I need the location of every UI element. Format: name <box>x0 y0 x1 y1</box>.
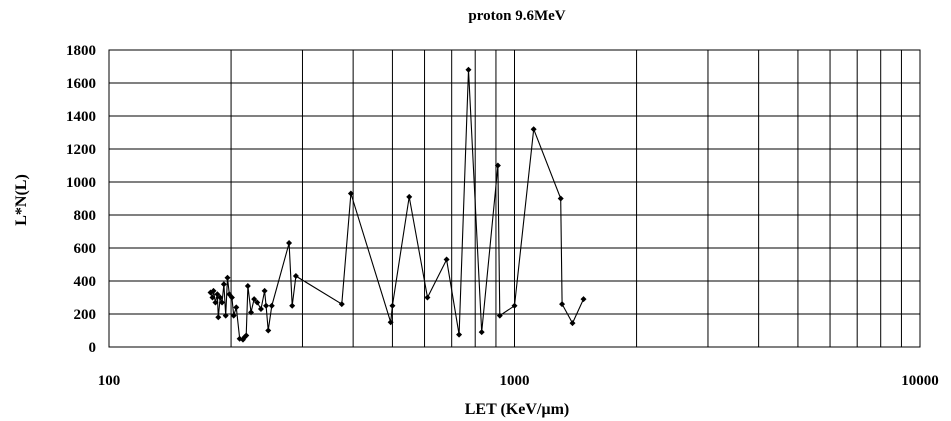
data-point-35 <box>406 193 413 200</box>
data-point-13 <box>230 312 237 319</box>
y-tick-label-6: 1200 <box>66 142 96 158</box>
data-point-36 <box>424 294 431 301</box>
data-point-12 <box>228 294 235 301</box>
data-point-33 <box>387 319 394 326</box>
data-point-10 <box>224 274 231 281</box>
y-tick-label-2: 400 <box>74 274 97 290</box>
data-point-14 <box>233 304 240 311</box>
data-point-7 <box>219 299 226 306</box>
data-point-46 <box>559 301 566 308</box>
data-point-30 <box>292 273 299 280</box>
data-point-48 <box>580 296 587 303</box>
data-point-28 <box>286 240 293 247</box>
data-point-21 <box>251 296 258 303</box>
data-point-32 <box>347 190 354 197</box>
y-tick-label-8: 1600 <box>66 76 96 92</box>
data-point-9 <box>222 312 229 319</box>
series-line-0 <box>209 69 584 341</box>
data-point-47 <box>569 320 576 327</box>
data-point-6 <box>217 294 224 301</box>
data-point-27 <box>268 302 275 309</box>
data-point-18 <box>243 332 250 339</box>
data-point-38 <box>456 331 463 338</box>
data-series <box>207 66 587 343</box>
data-point-20 <box>248 309 255 316</box>
data-point-26 <box>265 327 272 334</box>
data-point-29 <box>289 302 296 309</box>
y-tick-label-7: 1400 <box>66 109 96 125</box>
grid-lines <box>108 49 921 348</box>
data-point-41 <box>494 162 501 169</box>
x-tick-label-1: 1000 <box>500 373 530 389</box>
y-axis-tick-labels: 0 200 400 600 800 1000 1200 1400 1600 1800 <box>66 43 96 356</box>
data-point-24 <box>261 287 268 294</box>
data-point-22 <box>254 299 261 306</box>
data-point-8 <box>220 281 227 288</box>
data-point-40 <box>478 329 485 336</box>
plot-area-frame <box>108 49 921 348</box>
data-point-42 <box>496 312 503 319</box>
y-tick-label-1: 200 <box>74 307 97 323</box>
x-tick-label-0: 100 <box>98 373 121 389</box>
x-axis-title: LET (KeV/µm) <box>465 401 569 418</box>
data-point-25 <box>263 302 270 309</box>
data-point-39 <box>465 66 472 73</box>
x-tick-label-2: 10000 <box>901 373 939 389</box>
data-point-23 <box>257 306 264 313</box>
data-point-37 <box>443 256 450 263</box>
y-tick-label-3: 600 <box>74 241 97 257</box>
data-point-5 <box>215 314 222 321</box>
data-point-19 <box>244 282 251 289</box>
y-tick-label-9: 1800 <box>66 43 96 59</box>
data-point-43 <box>511 302 518 309</box>
x-axis-tick-labels: 100 1000 10000 <box>98 373 939 389</box>
data-point-31 <box>338 301 345 308</box>
data-point-45 <box>557 195 564 202</box>
y-axis-title: L*N(L) <box>13 174 30 226</box>
data-point-4 <box>214 291 221 298</box>
chart-title: proton 9.6MeV <box>468 8 565 24</box>
data-point-2 <box>210 287 217 294</box>
y-tick-label-0: 0 <box>89 340 97 356</box>
y-tick-label-5: 1000 <box>66 175 96 191</box>
data-point-34 <box>389 302 396 309</box>
data-point-44 <box>530 126 537 133</box>
y-tick-label-4: 800 <box>74 208 97 224</box>
data-point-1 <box>209 294 216 301</box>
data-point-3 <box>212 299 219 306</box>
